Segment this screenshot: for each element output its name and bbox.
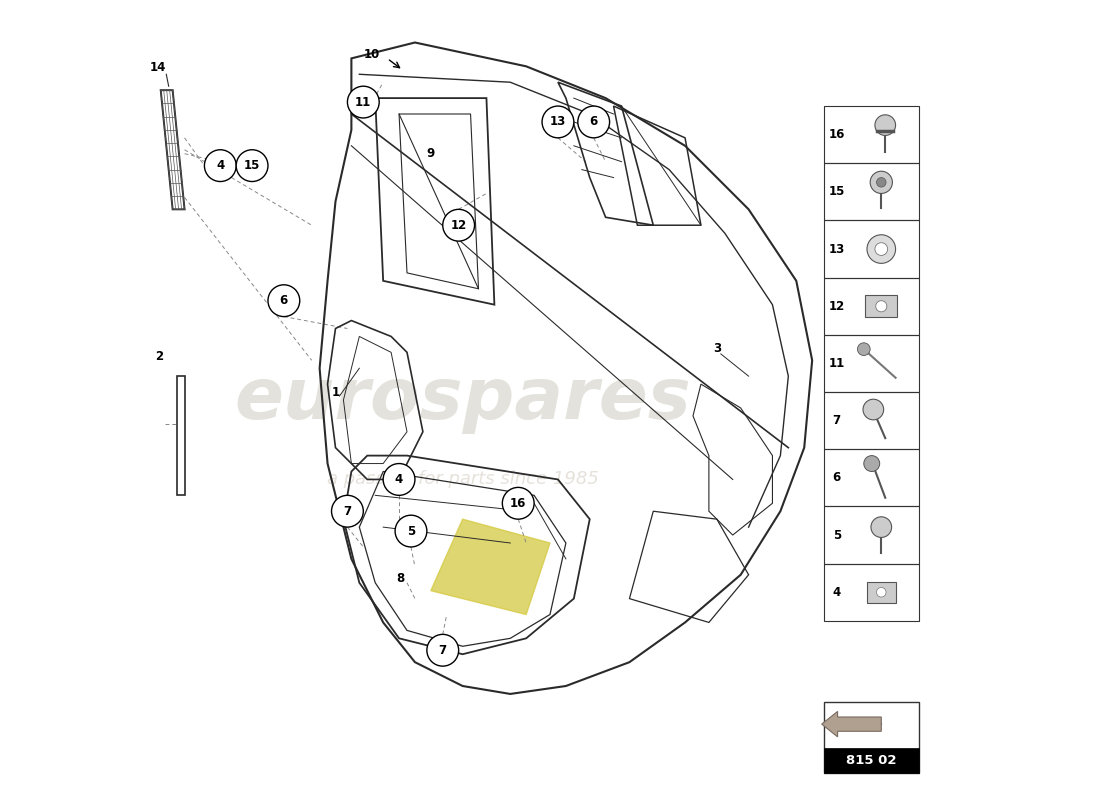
- FancyArrow shape: [822, 711, 881, 737]
- Circle shape: [864, 456, 880, 471]
- Text: 16: 16: [828, 128, 845, 141]
- Circle shape: [864, 399, 883, 420]
- Circle shape: [877, 587, 887, 597]
- Text: 7: 7: [833, 414, 840, 427]
- Text: 4: 4: [395, 473, 404, 486]
- Circle shape: [383, 463, 415, 495]
- Text: a passion for parts since 1985: a passion for parts since 1985: [327, 470, 598, 489]
- Text: eurospares: eurospares: [234, 366, 691, 434]
- Circle shape: [857, 342, 870, 355]
- Text: 16: 16: [510, 497, 527, 510]
- Text: 10: 10: [363, 48, 379, 61]
- Text: 11: 11: [355, 95, 372, 109]
- Text: 5: 5: [407, 525, 415, 538]
- Text: 8: 8: [396, 572, 405, 586]
- Circle shape: [236, 150, 268, 182]
- Text: 1: 1: [331, 386, 340, 398]
- Text: 6: 6: [833, 471, 840, 484]
- Text: 7: 7: [439, 644, 447, 657]
- Text: 3: 3: [713, 342, 721, 355]
- Circle shape: [871, 517, 892, 538]
- Text: 11: 11: [828, 357, 845, 370]
- Circle shape: [268, 285, 299, 317]
- FancyBboxPatch shape: [824, 748, 920, 774]
- Circle shape: [442, 210, 474, 241]
- Circle shape: [870, 171, 892, 194]
- Text: 6: 6: [590, 115, 597, 129]
- Text: 13: 13: [550, 115, 566, 129]
- Circle shape: [874, 114, 895, 135]
- Circle shape: [331, 495, 363, 527]
- Text: 12: 12: [451, 218, 466, 232]
- Circle shape: [205, 150, 236, 182]
- Circle shape: [876, 301, 887, 312]
- Circle shape: [503, 487, 535, 519]
- Text: 6: 6: [279, 294, 288, 307]
- Text: 5: 5: [833, 529, 840, 542]
- Text: 13: 13: [828, 242, 845, 255]
- Text: 4: 4: [833, 586, 840, 598]
- Circle shape: [867, 234, 895, 263]
- Polygon shape: [431, 519, 550, 614]
- Text: 9: 9: [427, 147, 434, 160]
- Circle shape: [578, 106, 609, 138]
- Circle shape: [874, 242, 888, 255]
- Text: 4: 4: [217, 159, 224, 172]
- Text: 15: 15: [828, 186, 845, 198]
- Text: 15: 15: [244, 159, 261, 172]
- Circle shape: [427, 634, 459, 666]
- Circle shape: [348, 86, 380, 118]
- Circle shape: [395, 515, 427, 547]
- FancyBboxPatch shape: [867, 582, 895, 602]
- Text: 12: 12: [828, 300, 845, 313]
- Text: 7: 7: [343, 505, 352, 518]
- FancyBboxPatch shape: [866, 295, 898, 318]
- Text: 815 02: 815 02: [847, 754, 896, 767]
- Text: 2: 2: [155, 350, 163, 363]
- Circle shape: [877, 178, 887, 187]
- Circle shape: [542, 106, 574, 138]
- FancyBboxPatch shape: [824, 702, 920, 774]
- Text: 14: 14: [151, 62, 166, 74]
